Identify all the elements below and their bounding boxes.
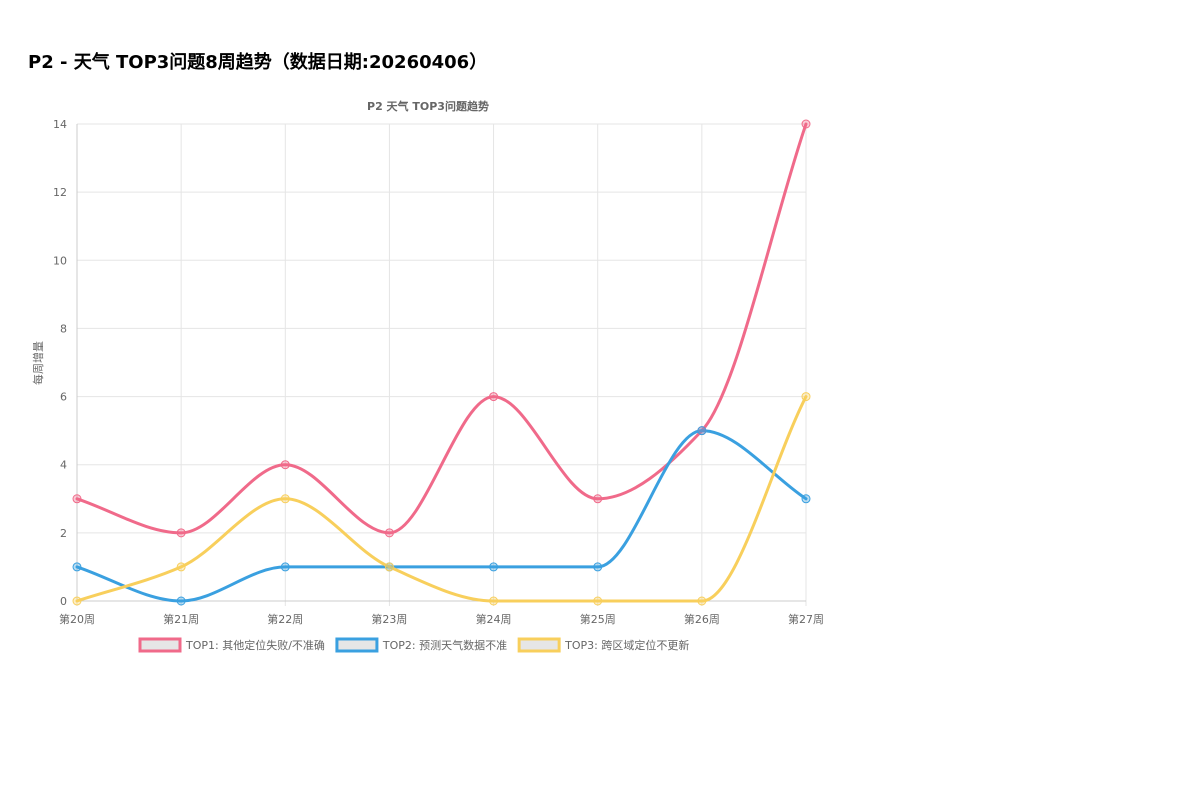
series-line-top2 — [75, 429, 808, 603]
data-point-top2[interactable] — [697, 426, 707, 436]
y-tick-label: 2 — [60, 527, 67, 540]
y-tick-label: 0 — [60, 595, 67, 608]
data-point-top3[interactable] — [280, 494, 290, 504]
x-tick-label: 第22周 — [267, 612, 303, 626]
y-tick-label: 14 — [53, 118, 67, 131]
x-tick-label: 第21周 — [163, 612, 199, 626]
y-tick-label: 6 — [60, 391, 67, 404]
series-line-top1 — [75, 122, 808, 535]
data-point-top2[interactable] — [280, 562, 290, 572]
x-tick-label: 第20周 — [59, 612, 95, 626]
legend-label[interactable]: TOP3: 跨区域定位不更新 — [564, 638, 689, 652]
x-tick-label: 第24周 — [476, 612, 512, 626]
legend: TOP1: 其他定位失败/不准确 TOP2: 预测天气数据不准 TOP3: 跨区域定… — [138, 637, 689, 653]
data-point-top3[interactable] — [593, 596, 603, 606]
data-point-top3[interactable] — [384, 562, 394, 572]
data-point-top1[interactable] — [593, 494, 603, 504]
data-point-top2[interactable] — [801, 494, 811, 504]
legend-label[interactable]: TOP2: 预测天气数据不准 — [382, 638, 507, 652]
y-axis-label: 每周增量 — [31, 341, 45, 385]
y-axis: 0 2 4 6 8 10 12 14 — [53, 118, 78, 608]
chart-title: P2 天气 TOP3问题趋势 — [367, 99, 489, 113]
series-line-top3 — [75, 395, 808, 603]
y-tick-label: 10 — [53, 254, 67, 267]
data-point-top2[interactable] — [72, 562, 82, 572]
legend-swatch[interactable] — [335, 637, 379, 653]
y-tick-label: 8 — [60, 322, 67, 335]
data-point-top1[interactable] — [489, 392, 499, 402]
x-tick-label: 第23周 — [371, 612, 407, 626]
data-point-top3[interactable] — [801, 392, 811, 402]
x-tick-label: 第27周 — [788, 612, 824, 626]
data-point-top2[interactable] — [176, 596, 186, 606]
data-point-top2[interactable] — [593, 562, 603, 572]
data-point-top2[interactable] — [489, 562, 499, 572]
data-point-top1[interactable] — [72, 494, 82, 504]
series-points — [72, 119, 811, 606]
series-lines — [75, 122, 808, 603]
y-tick-label: 12 — [53, 186, 67, 199]
data-point-top3[interactable] — [489, 596, 499, 606]
y-tick-label: 4 — [60, 459, 67, 472]
data-point-top1[interactable] — [801, 119, 811, 129]
x-tick-label: 第26周 — [684, 612, 720, 626]
legend-label[interactable]: TOP1: 其他定位失败/不准确 — [185, 638, 325, 652]
data-point-top3[interactable] — [72, 596, 82, 606]
data-point-top3[interactable] — [176, 562, 186, 572]
data-point-top1[interactable] — [176, 528, 186, 538]
data-point-top1[interactable] — [280, 460, 290, 470]
data-point-top1[interactable] — [384, 528, 394, 538]
x-axis: 第20周 第21周 第22周 第23周 第24周 第25周 第26周 第27周 — [59, 600, 824, 626]
x-tick-label: 第25周 — [580, 612, 616, 626]
legend-swatch[interactable] — [138, 637, 182, 653]
page-title: P2 - 天气 TOP3问题8周趋势（数据日期:20260406） — [28, 52, 488, 73]
data-point-top3[interactable] — [697, 596, 707, 606]
legend-swatch[interactable] — [517, 637, 561, 653]
